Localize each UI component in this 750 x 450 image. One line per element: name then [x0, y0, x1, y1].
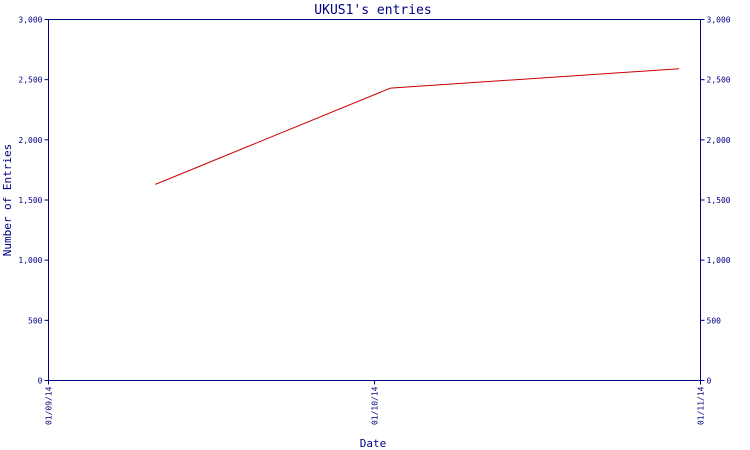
y-tick-label-left: 0	[38, 377, 43, 386]
y-tick-label-right: 3,000	[707, 16, 731, 25]
y-tick-label-left: 500	[28, 316, 43, 325]
y-axis-label: Number of Entries	[1, 144, 14, 257]
y-tick-label-right: 1,500	[707, 196, 731, 205]
y-tick-label-left: 1,000	[18, 256, 42, 265]
y-tick-label-right: 500	[707, 316, 722, 325]
y-tick-label-right: 0	[707, 377, 712, 386]
x-tick-label: 01/09/14	[45, 386, 54, 425]
y-tick-label-right: 2,500	[707, 76, 731, 85]
x-tick-label: 01/10/14	[371, 386, 380, 425]
x-axis-label: Date	[360, 437, 387, 450]
y-tick-label-left: 2,000	[18, 136, 42, 145]
y-tick-label-right: 1,000	[707, 256, 731, 265]
series-line	[155, 68, 680, 185]
y-tick-label-left: 1,500	[18, 196, 42, 205]
y-tick-label-left: 2,500	[18, 76, 42, 85]
x-tick-label: 01/11/14	[697, 386, 706, 425]
y-tick-label-left: 3,000	[18, 16, 42, 25]
x-axis: 01/09/14 01/10/14 01/11/14	[45, 380, 706, 425]
y-axis-left: 0 500 1,000 1,500 2,000 2,500 3,000	[18, 16, 49, 386]
series-layer	[155, 68, 680, 185]
chart-title: UKUS1's entries	[314, 3, 431, 18]
y-axis-right: 0 500 1,000 1,500 2,000 2,500 3,000	[700, 16, 731, 386]
y-tick-label-right: 2,000	[707, 136, 731, 145]
